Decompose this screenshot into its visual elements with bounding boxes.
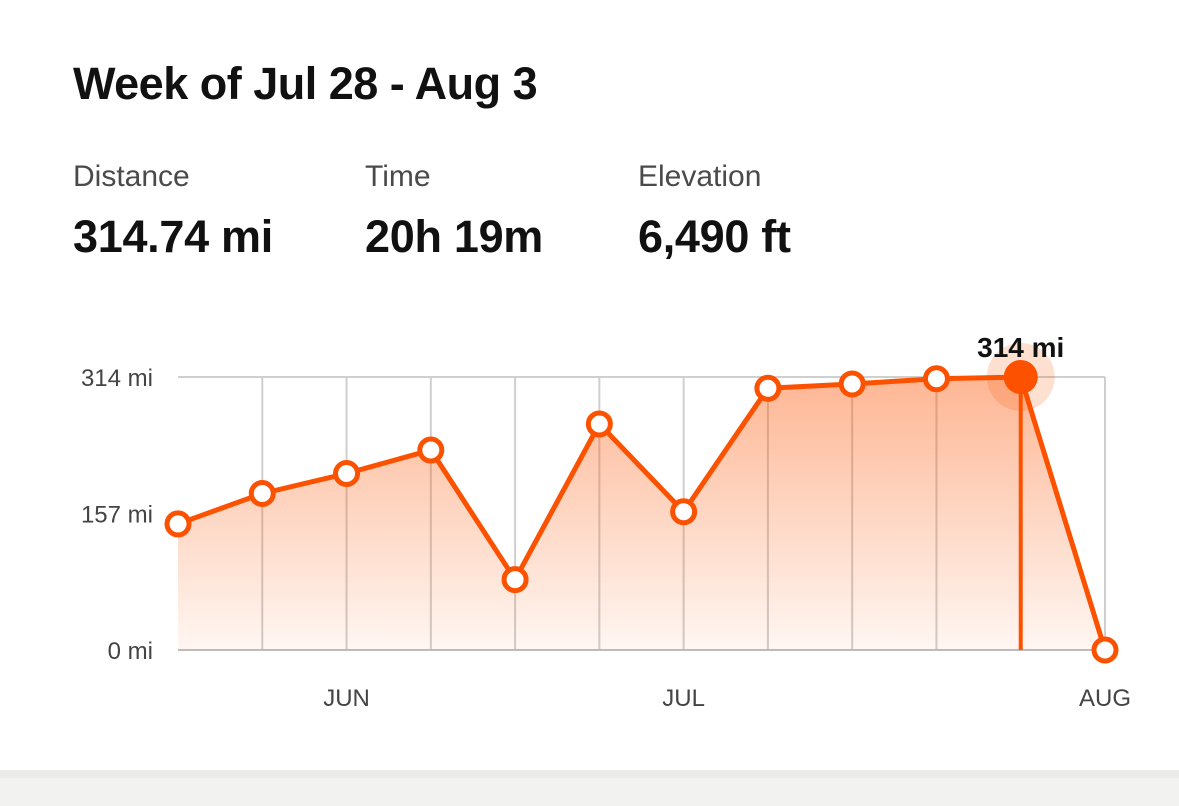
data-point	[922, 365, 950, 393]
data-point	[838, 370, 866, 398]
x-tick-label: JUL	[662, 685, 705, 712]
selected-data-point	[1003, 360, 1038, 394]
data-point	[501, 566, 529, 594]
series-line	[175, 374, 1108, 653]
week-title: Week of Jul 28 - Aug 3	[73, 58, 538, 109]
footer-divider	[0, 770, 1179, 806]
stat-time-label: Time	[365, 160, 431, 193]
x-tick-label: JUN	[323, 685, 370, 712]
stat-elevation: Elevation 6,490 ft	[638, 160, 791, 263]
stat-distance-label: Distance	[73, 160, 190, 193]
weekly-distance-chart[interactable]: 314 mi 0 mi 157 mi 314 mi JUN JUL AUG	[0, 0, 1179, 770]
data-point	[333, 460, 361, 488]
data-point	[248, 480, 276, 508]
stat-time: Time 20h 19m	[365, 160, 543, 263]
stat-distance-value: 314.74 mi	[73, 211, 273, 262]
data-point	[164, 510, 192, 538]
weekly-summary-card: Week of Jul 28 - Aug 3 Distance 314.74 m…	[0, 0, 1179, 770]
data-point	[670, 498, 698, 526]
stat-time-value: 20h 19m	[365, 211, 544, 262]
data-point	[417, 436, 445, 464]
stat-elevation-value: 6,490 ft	[638, 211, 791, 262]
data-point	[754, 374, 782, 402]
stat-distance: Distance 314.74 mi	[73, 160, 273, 263]
y-tick-label: 157 mi	[81, 502, 153, 529]
x-tick-label: AUG	[1079, 685, 1131, 712]
series-area	[178, 377, 1105, 650]
footer-divider-edge	[0, 770, 1179, 778]
chart-canvas[interactable]: 314 mi 0 mi 157 mi 314 mi JUN JUL AUG	[0, 0, 1179, 770]
y-tick-label: 0 mi	[108, 638, 153, 665]
y-tick-label: 314 mi	[81, 365, 153, 392]
data-point	[1091, 636, 1119, 664]
stat-elevation-label: Elevation	[638, 160, 762, 193]
data-point	[585, 410, 613, 438]
selected-value-label: 314 mi	[977, 332, 1064, 363]
